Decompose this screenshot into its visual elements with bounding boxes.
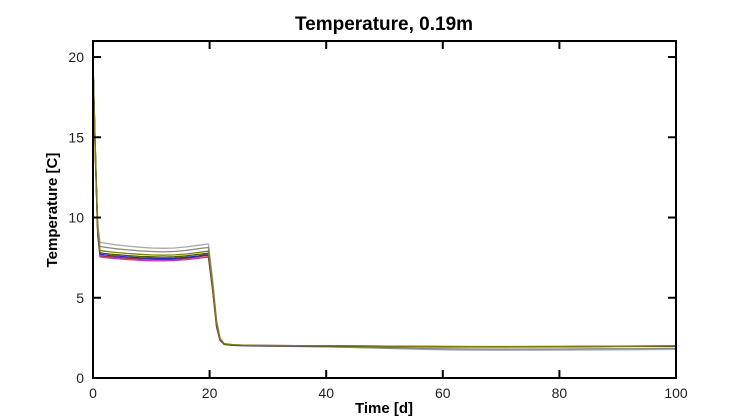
series-red — [92, 62, 677, 348]
y-tick-label: 10 — [68, 210, 84, 226]
x-tick-label: 40 — [318, 385, 334, 401]
x-axis-label: Time [d] — [355, 400, 413, 417]
series-lines — [92, 62, 677, 351]
y-tick-label: 20 — [68, 49, 84, 65]
plot-border — [92, 40, 677, 379]
series-dark-green — [92, 62, 677, 348]
chart-title: Temperature, 0.19m — [295, 14, 473, 35]
plot-axes — [92, 40, 677, 379]
x-tick-label: 60 — [435, 385, 451, 401]
series-magenta — [92, 63, 677, 348]
series-gray — [92, 63, 677, 350]
x-tick-label: 20 — [202, 385, 218, 401]
x-tick-label: 0 — [89, 385, 97, 401]
y-tick-label: 15 — [68, 129, 84, 145]
series-olive — [92, 62, 677, 348]
tick-labels: 0 20 40 60 80 100 0 5 10 15 20 — [68, 49, 687, 401]
y-tick-label: 5 — [76, 290, 84, 306]
y-axis-label: Temperature [C] — [44, 153, 61, 268]
series-gray-light — [92, 64, 677, 351]
series-blue — [92, 62, 677, 348]
x-tick-label: 100 — [664, 385, 688, 401]
x-tick-label: 80 — [552, 385, 568, 401]
y-tick-label: 0 — [76, 370, 84, 386]
